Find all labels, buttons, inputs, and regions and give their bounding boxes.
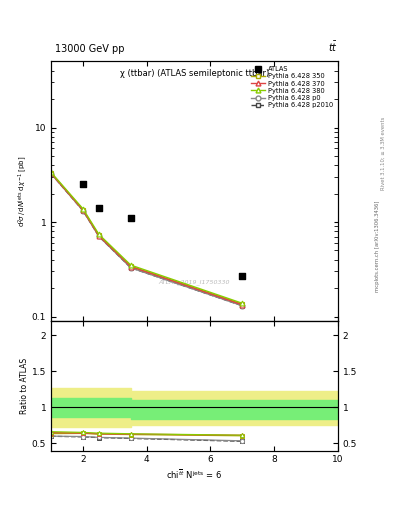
Point [80,180,86,188]
Text: 13000 GeV pp: 13000 GeV pp [55,44,125,54]
Text: $t\bar{t}$: $t\bar{t}$ [328,40,338,54]
Text: ATLAS_2019_I1750330: ATLAS_2019_I1750330 [159,279,230,285]
Legend: ATLAS, Pythia 6.428 350, Pythia 6.428 370, Pythia 6.428 380, Pythia 6.428 p0, Py: ATLAS, Pythia 6.428 350, Pythia 6.428 37… [250,65,335,110]
Point [239,272,246,280]
Point [128,214,134,222]
Point [96,204,102,212]
X-axis label: chi$^{\overline{t}t}$ N$^{\rm jets}$ = 6: chi$^{\overline{t}t}$ N$^{\rm jets}$ = 6 [167,467,222,481]
Y-axis label: Ratio to ATLAS: Ratio to ATLAS [20,358,29,414]
Text: χ (ttbar) (ATLAS semileptonic ttbar): χ (ttbar) (ATLAS semileptonic ttbar) [120,69,269,78]
Y-axis label: $\mathrm{d}^2\!\sigma\,/\,\mathrm{d} N^{\mathrm{jets}}\,\mathrm{d}\,\chi^{-1}$ [: $\mathrm{d}^2\!\sigma\,/\,\mathrm{d} N^{… [16,155,29,227]
Text: Rivet 3.1.10; ≥ 3.3M events: Rivet 3.1.10; ≥ 3.3M events [381,117,386,190]
Text: mcplots.cern.ch [arXiv:1306.3436]: mcplots.cern.ch [arXiv:1306.3436] [375,200,380,291]
